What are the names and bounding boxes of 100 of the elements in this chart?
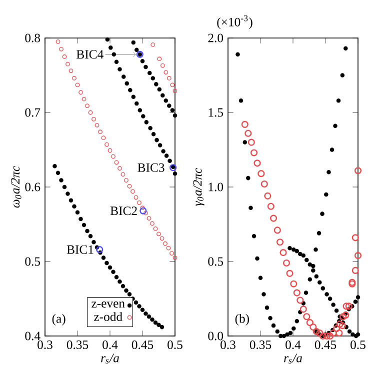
point xyxy=(323,332,330,340)
point xyxy=(303,313,310,320)
point xyxy=(150,221,154,226)
point xyxy=(163,241,168,246)
point xyxy=(94,122,100,128)
point xyxy=(244,130,252,137)
point xyxy=(282,259,290,267)
annotation: (b) xyxy=(235,314,250,326)
x-axis-title: r$_{s}$/a xyxy=(284,354,302,364)
point xyxy=(85,104,90,108)
y-tick-label: 2.0 xyxy=(208,34,224,42)
legend-label: z-odd xyxy=(94,312,122,322)
point xyxy=(56,40,60,44)
x-tick-label: 0.5 xyxy=(350,340,366,350)
point xyxy=(66,62,70,66)
annotation: BIC1 xyxy=(66,245,94,254)
point xyxy=(300,306,307,313)
x-tick-label: 0.3 xyxy=(38,340,52,350)
point xyxy=(342,312,350,319)
point xyxy=(92,117,96,122)
point xyxy=(333,325,340,332)
point xyxy=(296,296,304,304)
point xyxy=(118,166,122,171)
x-tick-label: 0.4 xyxy=(102,340,118,350)
point xyxy=(354,167,362,174)
point xyxy=(150,42,156,47)
point xyxy=(140,207,147,214)
annotation: BIC2 xyxy=(110,206,137,216)
annotation: (a) xyxy=(52,314,66,326)
x-tick-label: 0.35 xyxy=(250,340,272,350)
point xyxy=(258,170,265,178)
point xyxy=(170,251,174,256)
point xyxy=(354,252,362,260)
point xyxy=(59,46,64,52)
point xyxy=(157,56,162,62)
point xyxy=(270,214,278,222)
point xyxy=(114,160,119,165)
y-tick-label: 1.0 xyxy=(208,182,224,192)
point xyxy=(98,130,102,134)
point xyxy=(254,160,261,167)
x-tick-label: 0.45 xyxy=(132,340,154,350)
point xyxy=(326,332,334,340)
point xyxy=(68,68,74,73)
point xyxy=(274,226,281,234)
point xyxy=(267,202,274,210)
point xyxy=(293,289,300,296)
point xyxy=(316,329,324,337)
point xyxy=(340,313,347,320)
point xyxy=(306,319,314,326)
point xyxy=(62,54,67,59)
y-tick-label: 0.4 xyxy=(25,332,40,340)
point xyxy=(75,82,80,88)
point xyxy=(330,329,337,337)
point xyxy=(160,63,165,68)
point xyxy=(172,88,178,94)
point xyxy=(144,210,148,216)
y-tick-label: 0.0 xyxy=(208,332,224,340)
y-tick-label: 0.8 xyxy=(25,34,40,42)
point xyxy=(130,189,135,194)
legend-label: z-even xyxy=(92,302,125,308)
point xyxy=(124,178,128,182)
point xyxy=(96,246,104,254)
point xyxy=(250,149,258,156)
y-tick-label: 0.7 xyxy=(25,108,40,117)
point xyxy=(104,142,109,147)
point xyxy=(290,280,298,288)
point xyxy=(345,302,352,310)
point xyxy=(276,238,284,246)
point xyxy=(342,302,350,310)
point xyxy=(88,110,93,115)
point xyxy=(108,148,112,153)
point xyxy=(286,270,294,277)
point xyxy=(120,172,126,177)
point xyxy=(101,136,106,140)
point xyxy=(170,82,175,88)
point xyxy=(166,76,172,80)
point xyxy=(153,226,158,231)
point xyxy=(156,232,161,236)
point xyxy=(248,138,255,146)
x-tick-label: 0.3 xyxy=(220,340,236,350)
point xyxy=(111,154,116,159)
point xyxy=(127,184,132,188)
point xyxy=(140,206,145,210)
point xyxy=(160,236,164,241)
x-axis-title: r$_{s}$/a xyxy=(101,354,119,364)
y-axis-title: ω$_{0}$a/2πc xyxy=(11,166,22,208)
point xyxy=(336,329,343,337)
y-axis-title: γ$_{0}$a/2πc xyxy=(193,168,204,206)
point xyxy=(260,180,268,188)
point xyxy=(241,120,248,128)
annotation: BIC3 xyxy=(138,163,164,172)
point xyxy=(146,216,152,220)
y-tick-label: 0.6 xyxy=(25,182,40,192)
annotation: BIC4 xyxy=(76,50,104,59)
x-tick-label: 0.45 xyxy=(314,340,336,350)
x-tick-label: 0.4 xyxy=(286,340,301,350)
text: (×10$^{-3}$) xyxy=(217,15,252,29)
y-tick-label: 1.5 xyxy=(208,108,224,117)
point xyxy=(164,70,168,74)
point xyxy=(82,96,86,102)
